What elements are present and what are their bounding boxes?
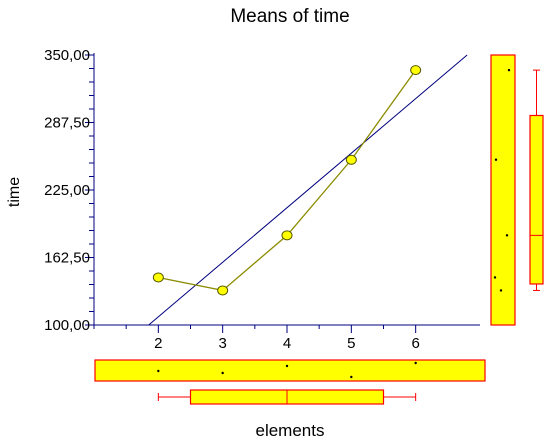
- x-tick-label: 2: [154, 335, 162, 352]
- y-axis-label: time: [6, 177, 23, 207]
- y-tick-label: 100,00: [44, 317, 90, 334]
- data-point: [345, 154, 357, 165]
- y-strip-dot: [499, 289, 503, 292]
- x-strip-dot: [350, 375, 353, 379]
- y-strip-dot: [494, 158, 498, 161]
- x-strip-dot: [285, 364, 289, 368]
- y-box: [529, 114, 544, 285]
- x-tick-label: 3: [218, 335, 226, 352]
- y-tick-label: 287,50: [44, 115, 90, 132]
- x-tick-label: 6: [411, 335, 419, 352]
- data-point: [152, 272, 164, 283]
- y-strip-dot: [493, 276, 497, 279]
- y-strip-dot: [507, 68, 511, 72]
- x-strip-panel: [94, 359, 486, 382]
- y-strip-panel: [490, 54, 516, 326]
- y-strip-dot: [505, 234, 509, 237]
- x-axis: 2 3 4 5 6: [93, 324, 480, 352]
- x-marginal-panel: [94, 359, 486, 405]
- x-strip-dot: [221, 371, 224, 375]
- y-axis: 100,00 162,50 225,00 287,50 350,00: [44, 47, 95, 334]
- x-axis-label: elements: [256, 421, 325, 440]
- y-tick-label: 350,00: [44, 47, 90, 64]
- x-tick-label: 4: [283, 335, 291, 352]
- regression-line: [148, 54, 468, 326]
- x-tick-label: 5: [347, 335, 355, 352]
- y-tick-label: 162,50: [44, 250, 90, 267]
- plot-area: [148, 54, 468, 326]
- data-point: [281, 230, 293, 241]
- y-marginal-panel: [490, 54, 544, 326]
- data-point: [217, 285, 229, 296]
- chart-title: Means of time: [230, 6, 349, 27]
- x-strip-dot: [157, 369, 160, 373]
- x-strip-dot: [414, 361, 417, 365]
- y-tick-label: 225,00: [44, 182, 90, 199]
- series-line: [158, 69, 417, 292]
- data-point: [410, 65, 422, 76]
